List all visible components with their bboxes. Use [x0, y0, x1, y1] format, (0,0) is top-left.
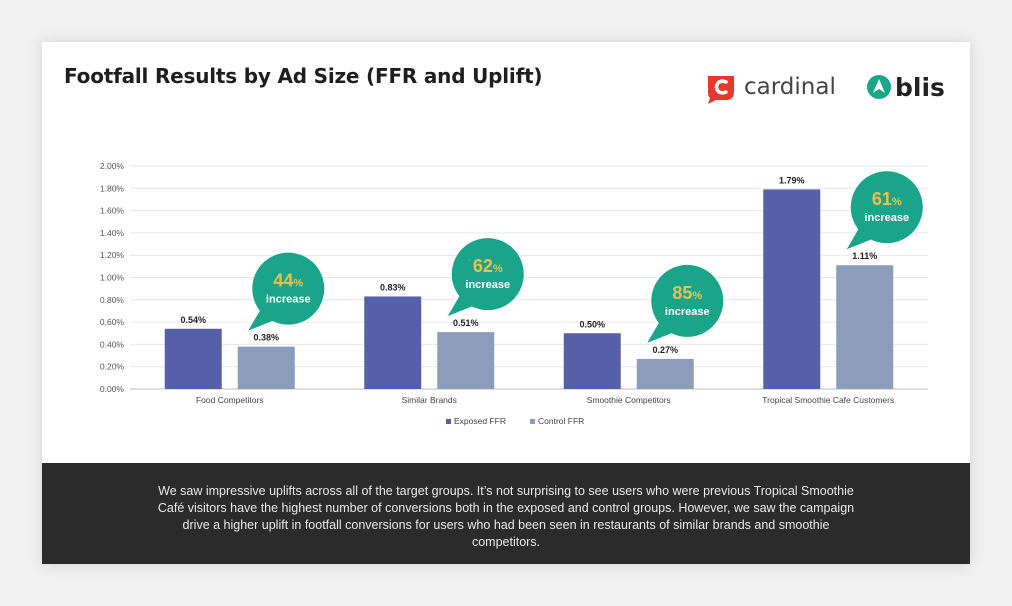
- chart-bars: [164, 189, 894, 389]
- category-label: Similar Brands: [402, 395, 457, 405]
- exposed-ffr-bar: [164, 328, 222, 389]
- blis-logo-icon: [867, 75, 891, 99]
- page-title: Footfall Results by Ad Size (FFR and Upl…: [64, 64, 543, 88]
- category-label: Tropical Smoothie Cafe Customers: [762, 395, 894, 405]
- blis-logo-text: blis: [895, 72, 945, 102]
- uplift-label: increase: [465, 279, 510, 291]
- legend-label: Exposed FFR: [454, 416, 506, 426]
- bubble-circle: [850, 171, 923, 244]
- control-ffr-bar: [437, 332, 495, 389]
- y-tick-label: 2.00%: [100, 161, 125, 171]
- bar-chart: 0.00% 0.20% 0.40% 0.60% 0.80% 1.00% 1.20% 1.40%…: [100, 161, 928, 426]
- y-tick-label: 1.40%: [100, 228, 125, 238]
- cardinal-logo: cardinal: [704, 70, 836, 104]
- y-tick-label: 0.20%: [100, 362, 125, 372]
- uplift-percent: 61%: [872, 189, 902, 209]
- y-tick-label: 1.20%: [100, 250, 125, 260]
- legend-swatch: [446, 419, 451, 424]
- data-label: 0.50%: [579, 319, 605, 329]
- uplift-bubble: 44% increase: [248, 252, 325, 331]
- data-label: 0.38%: [253, 333, 279, 343]
- slide-card: Footfall Results by Ad Size (FFR and Upl…: [42, 42, 970, 564]
- data-label: 0.83%: [380, 282, 406, 292]
- data-label: 0.51%: [453, 318, 479, 328]
- uplift-label: increase: [665, 306, 710, 318]
- control-ffr-bar: [636, 358, 694, 389]
- y-tick-label: 0.40%: [100, 339, 125, 349]
- cardinal-logo-icon: [708, 76, 734, 104]
- data-labels: 0.54% 0.38% 0.83% 0.51% 0.50% 0.27% 1.79% 1.11%: [180, 175, 877, 354]
- y-tick-label: 1.00%: [100, 273, 125, 283]
- data-label: 0.27%: [652, 345, 678, 355]
- uplift-bubble: 85% increase: [647, 264, 724, 343]
- uplift-percent: 62%: [473, 256, 503, 276]
- exposed-ffr-bar: [364, 296, 422, 389]
- control-ffr-bar: [237, 346, 295, 389]
- legend-swatch: [530, 419, 535, 424]
- exposed-ffr-bar: [563, 333, 621, 389]
- data-label: 1.11%: [852, 251, 877, 261]
- uplift-percent: 85%: [672, 283, 702, 303]
- bubble-tail: [447, 292, 478, 317]
- bubble-circle: [451, 238, 524, 311]
- data-label: 0.54%: [180, 315, 206, 325]
- cardinal-logo-text: cardinal: [744, 74, 836, 100]
- summary-footer: We saw impressive uplifts across all of …: [42, 463, 970, 564]
- chart-legend: Exposed FFR Control FFR: [446, 416, 584, 426]
- bubble-tail: [647, 318, 678, 343]
- category-label: Smoothie Competitors: [587, 395, 671, 405]
- legend-label: Control FFR: [538, 416, 584, 426]
- y-tick-label: 0.80%: [100, 295, 125, 305]
- bubble-circle: [651, 264, 724, 337]
- uplift-label: increase: [864, 212, 909, 224]
- bubble-tail: [846, 225, 877, 250]
- y-axis-ticks: 0.00% 0.20% 0.40% 0.60% 0.80% 1.00% 1.20% 1.40%…: [100, 161, 125, 394]
- bubble-circle: [252, 252, 325, 325]
- data-label: 1.79%: [779, 175, 805, 185]
- bubble-tail: [248, 306, 279, 331]
- y-tick-label: 1.60%: [100, 206, 125, 216]
- category-label: Food Competitors: [196, 395, 264, 405]
- blis-logo: blis: [866, 70, 945, 104]
- y-tick-label: 0.00%: [100, 384, 125, 394]
- y-tick-label: 1.80%: [100, 183, 125, 193]
- uplift-bubble: 62% increase: [447, 238, 524, 317]
- uplift-bubbles: 44% increase 62% increase 85% increase 61% incr…: [248, 171, 923, 343]
- uplift-label: increase: [266, 294, 311, 306]
- uplift-percent: 44%: [273, 271, 303, 291]
- category-labels: Food Competitors Similar Brands Smoothie C…: [196, 395, 894, 405]
- y-tick-label: 0.60%: [100, 317, 125, 327]
- uplift-bubble: 61% increase: [846, 171, 923, 250]
- exposed-ffr-bar: [763, 189, 821, 389]
- control-ffr-bar: [836, 265, 894, 389]
- summary-text: We saw impressive uplifts across all of …: [157, 484, 855, 549]
